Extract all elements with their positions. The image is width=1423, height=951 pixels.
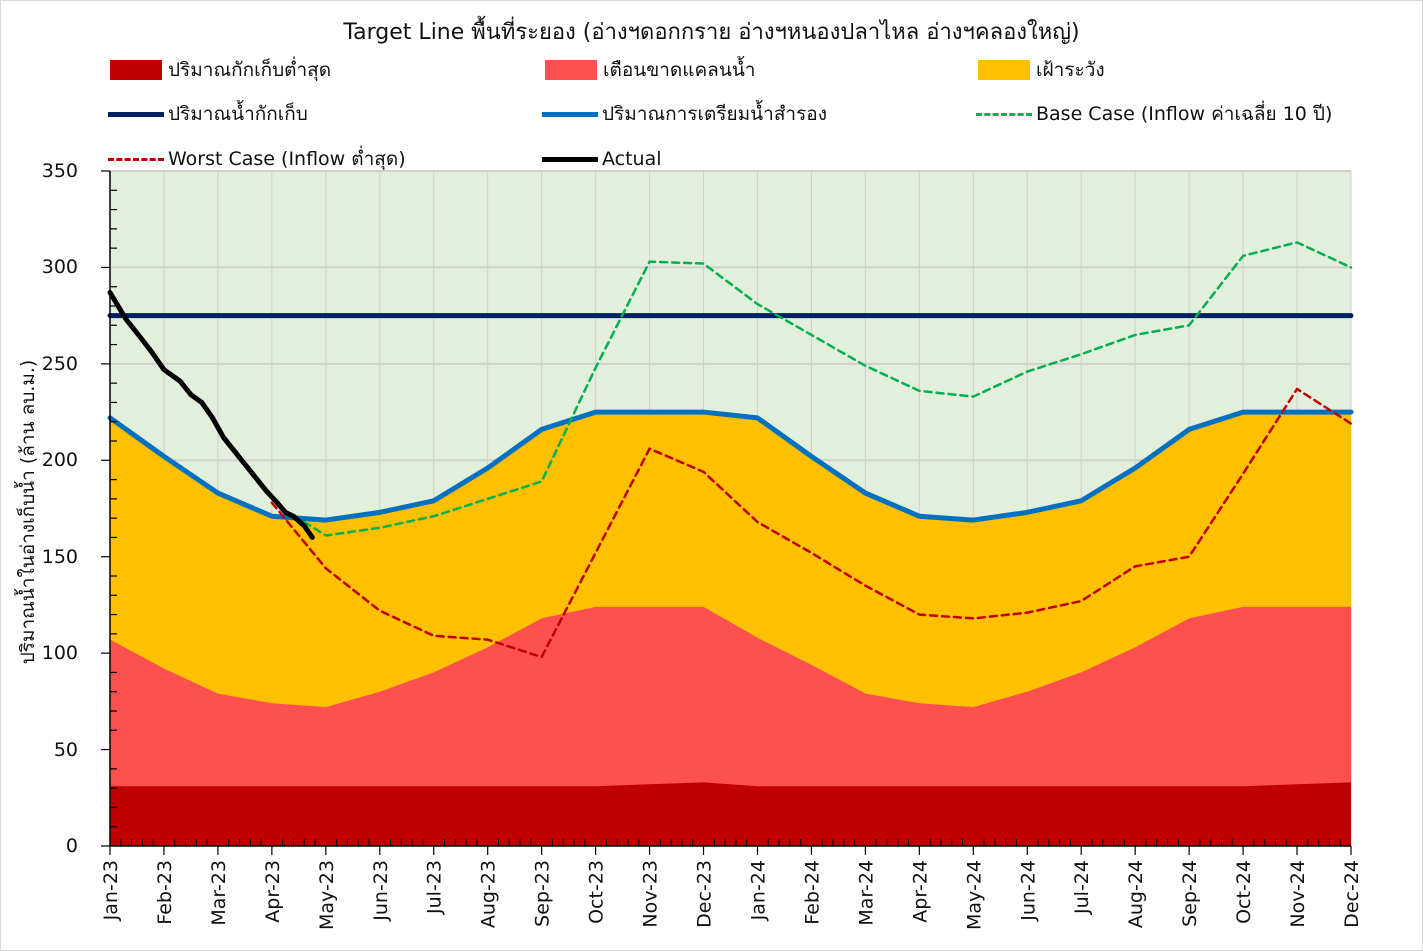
x-tick-label-Sep-23: Sep-23 <box>532 860 554 927</box>
x-tick-label-Mar-24: Mar-24 <box>855 860 877 926</box>
x-tick-label-Nov-23: Nov-23 <box>640 860 662 928</box>
y-tick-label-100: 100 <box>41 642 78 665</box>
area-ปริมาณกักเก็บต่ำสุด <box>110 782 1351 846</box>
x-tick-label-Apr-24: Apr-24 <box>909 860 931 923</box>
x-tick-label-Jul-24: Jul-24 <box>1071 860 1093 915</box>
y-tick-label-350: 350 <box>41 160 78 182</box>
x-tick-label-Mar-23: Mar-23 <box>208 860 230 926</box>
x-tick-label-Sep-24: Sep-24 <box>1179 860 1201 927</box>
x-tick-label-Jan-24: Jan-24 <box>747 860 769 921</box>
y-tick-label-250: 250 <box>41 352 78 375</box>
legend-label-watch: เฝ้าระวัง <box>1036 59 1105 81</box>
y-tick-label-300: 300 <box>41 256 78 279</box>
y-tick-label-150: 150 <box>41 545 78 568</box>
x-tick-label-Feb-23: Feb-23 <box>154 860 176 925</box>
legend-label-worst-case: Worst Case (Inflow ต่ำสุด) <box>168 148 406 170</box>
legend-item-min-storage: ปริมาณกักเก็บต่ำสุด <box>110 58 331 82</box>
legend-label-base-case: Base Case (Inflow ค่าเฉลี่ย 10 ปี) <box>1036 103 1333 125</box>
x-tick-label-Oct-24: Oct-24 <box>1233 860 1255 924</box>
x-tick-label-Aug-24: Aug-24 <box>1125 860 1147 928</box>
x-tick-label-Jul-23: Jul-23 <box>424 860 446 915</box>
chart-title: Target Line พื้นที่ระยอง (อ่างฯดอกกราย อ… <box>343 20 1080 45</box>
x-tick-label-May-23: May-23 <box>316 860 338 930</box>
line-Base Case (Inflow ค่าเฉลี่ย 10 ปี) <box>302 241 1353 537</box>
legend-swatch-min-storage <box>110 60 162 80</box>
x-tick-label-Nov-24: Nov-24 <box>1287 860 1309 928</box>
legend-item-shortage-warning: เตือนขาดแคลนน้ำ <box>545 58 755 82</box>
legend-label-reserve-preparation: ปริมาณการเตรียมน้ำสำรอง <box>602 103 827 125</box>
legend-item-actual: Actual <box>542 147 662 171</box>
legend-swatch-storage-capacity <box>108 111 164 117</box>
legend-swatch-worst-case <box>108 157 164 161</box>
legend-item-reserve-preparation: ปริมาณการเตรียมน้ำสำรอง <box>542 102 827 126</box>
legend-swatch-reserve-preparation <box>542 111 598 117</box>
x-tick-label-Feb-24: Feb-24 <box>801 860 823 925</box>
line-Actual <box>107 290 315 540</box>
x-tick-label-Apr-23: Apr-23 <box>262 860 284 923</box>
legend-item-base-case: Base Case (Inflow ค่าเฉลี่ย 10 ปี) <box>976 102 1332 126</box>
legend-item-worst-case: Worst Case (Inflow ต่ำสุด) <box>108 147 406 171</box>
legend-swatch-shortage-warning <box>545 60 597 80</box>
x-tick-label-Jun-24: Jun-24 <box>1017 860 1039 922</box>
legend-label-min-storage: ปริมาณกักเก็บต่ำสุด <box>168 59 332 81</box>
x-tick-label-Jan-23: Jan-23 <box>100 860 122 921</box>
x-tick-label-Aug-23: Aug-23 <box>478 860 500 928</box>
y-tick-label-200: 200 <box>41 449 78 472</box>
legend-swatch-actual <box>542 156 598 162</box>
legend-label-actual: Actual <box>602 148 662 170</box>
legend-swatch-base-case <box>976 112 1032 116</box>
x-tick-label-May-24: May-24 <box>963 860 985 930</box>
x-tick-label-Oct-23: Oct-23 <box>586 860 608 924</box>
y-tick-label-50: 50 <box>53 738 78 761</box>
x-tick-label-Dec-24: Dec-24 <box>1341 860 1363 928</box>
y-tick-label-0: 0 <box>65 835 78 857</box>
legend-swatch-watch <box>978 60 1030 80</box>
line-Worst Case (Inflow ต่ำสุด) <box>270 387 1353 659</box>
legend-item-watch: เฝ้าระวัง <box>978 58 1105 82</box>
line-ปริมาณการเตรียมน้ำสำรอง <box>107 409 1354 523</box>
x-tick-label-Dec-23: Dec-23 <box>694 860 716 928</box>
x-tick-label-Jun-23: Jun-23 <box>370 860 392 922</box>
legend-label-shortage-warning: เตือนขาดแคลนน้ำ <box>603 59 756 81</box>
legend-item-storage-capacity: ปริมาณน้ำกักเก็บ <box>108 102 308 126</box>
legend-label-storage-capacity: ปริมาณน้ำกักเก็บ <box>168 103 308 125</box>
